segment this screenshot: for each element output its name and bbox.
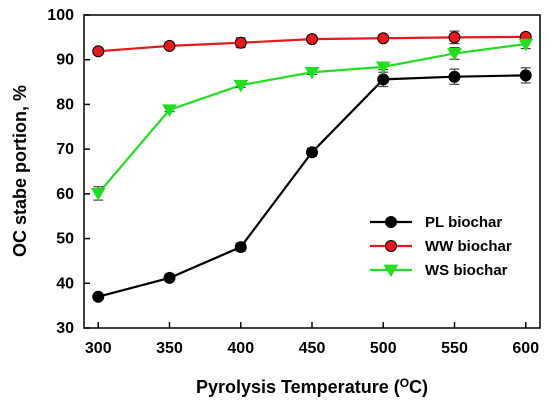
y-tick-label: 70 [56,141,74,158]
data-point-ws [304,66,320,80]
legend-marker-pl [385,216,397,228]
x-tick-label: 450 [299,340,326,357]
data-point-ws [233,79,249,93]
data-point-ws [375,61,391,75]
data-point-ww [234,36,247,49]
data-point-pl [306,146,318,159]
x-tick-label: 300 [85,340,112,357]
x-axis-title-unit: C) [409,377,428,397]
y-tick-label: 30 [56,320,74,337]
x-tick-label: 350 [156,340,183,357]
legend-marker-ws [383,264,399,278]
y-tick-label: 90 [56,52,74,69]
y-axis-title: OC stabe portion, % [10,85,30,257]
plot-frame [83,14,541,329]
y-tick-label: 80 [56,96,74,113]
data-point-pl [92,290,105,303]
data-point-ww [163,39,176,52]
data-point-ws [447,48,462,61]
series-ww [92,30,532,58]
legend-label-ww: WW biochar [425,238,512,255]
x-axis-title-sup: O [400,376,409,390]
legend: PL biochar WW biochar WS biochar [370,214,512,279]
x-tick-label: 600 [512,340,539,357]
data-point-ws [162,104,177,117]
data-point-pl [377,73,390,86]
data-point-ws [518,38,534,52]
x-axis-title-main: Pyrolysis Temperature ( [196,377,400,397]
data-point-pl [234,241,247,254]
legend-marker-ww [385,240,397,252]
data-point-ww [92,45,105,58]
x-tick-label: 400 [227,340,254,357]
x-tick-label: 500 [370,340,397,357]
data-point-ws [90,188,106,201]
data-point-ww [306,33,318,46]
series-layer [90,30,534,303]
series-ws [90,38,534,201]
legend-label-ws: WS biochar [425,262,508,279]
x-tick-label: 550 [441,340,468,357]
x-axis-title: Pyrolysis Temperature (OC) [196,376,428,397]
axes: 30 40 50 60 70 80 90 100 300 350 400 450 500 550 600 [47,7,539,357]
data-point-pl [163,271,176,284]
series-line-ws [97,42,526,195]
y-tick-label: 40 [56,275,74,292]
data-point-ww [448,31,461,44]
legend-label-pl: PL biochar [425,214,502,231]
data-point-pl [448,70,461,83]
y-tick-label: 60 [56,186,74,203]
data-point-pl [519,69,532,82]
y-tick-label: 50 [56,231,74,248]
series-pl [92,67,532,303]
data-point-ww [377,32,390,45]
y-tick-label: 100 [47,7,74,24]
